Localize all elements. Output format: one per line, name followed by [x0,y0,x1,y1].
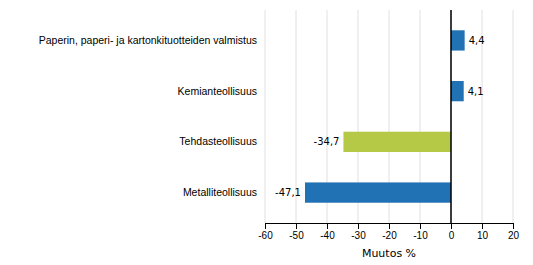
x-tick-mark [420,223,421,229]
bars [305,30,465,202]
x-tick: -20 [382,223,397,241]
x-tick: 20 [508,223,520,241]
x-tick-mark [296,223,297,229]
y-tick: Paperin, paperi- ja kartonkituotteiden v… [39,34,265,46]
x-tick-label: 20 [508,230,520,241]
x-tick-mark [358,223,359,229]
data-label: 4,4 [469,35,485,46]
x-tick-mark [513,223,514,229]
data-label: 4,1 [468,86,484,97]
x-tick: 10 [477,223,489,241]
x-tick-label: -40 [320,230,335,241]
data-labels: -47,1 -34,7 4,1 4,4 [275,35,484,198]
x-tick: -50 [289,223,304,241]
y-tick-label: Kemianteollisuus [178,85,257,97]
x-tick-mark [265,223,266,229]
y-tick-label: Metalliteollisuus [183,186,257,198]
bar [451,30,465,50]
bar [305,182,451,202]
zero-line [450,10,452,223]
y-tick: Tehdasteollisuus [179,135,265,147]
x-axis: -60 -50 -40 -30 -20 -10 0 10 20 [258,223,519,241]
x-tick-label: -30 [351,230,366,241]
x-tick: 0 [449,223,455,241]
chart: -60 -50 -40 -30 -20 -10 0 10 20 Metalliteollisuus… [0,0,533,265]
grid-line [265,10,266,223]
x-tick: -60 [258,223,273,241]
x-tick-label: -10 [413,230,428,241]
data-label: -47,1 [275,187,301,198]
x-tick-label: 10 [477,230,489,241]
grid [265,10,513,223]
x-tick-label: -60 [258,230,273,241]
x-axis-title: Muutos % [362,247,416,260]
y-tick: Kemianteollisuus [178,85,265,97]
x-tick: -30 [351,223,366,241]
y-axis: Metalliteollisuus Tehdasteollisuus Kemiant… [39,34,265,198]
grid-line [451,10,452,223]
x-tick-mark [451,223,452,229]
x-tick-mark [327,223,328,229]
x-tick-label: -50 [289,230,304,241]
plot: -60 -50 -40 -30 -20 -10 0 10 20 Metalliteollisuus… [39,10,520,260]
x-tick: -10 [413,223,428,241]
data-label: -34,7 [314,136,340,147]
x-tick: -40 [320,223,335,241]
grid-line [513,10,514,223]
x-tick-label: 0 [449,230,455,241]
bar [451,81,464,101]
y-tick: Metalliteollisuus [183,186,265,198]
x-axis-line [266,224,514,230]
x-tick-mark [389,223,390,229]
bar [343,132,451,152]
y-tick-label: Paperin, paperi- ja kartonkituotteiden v… [39,34,257,46]
x-tick-mark [482,223,483,229]
y-tick-label: Tehdasteollisuus [179,135,257,147]
x-tick-label: -20 [382,230,397,241]
